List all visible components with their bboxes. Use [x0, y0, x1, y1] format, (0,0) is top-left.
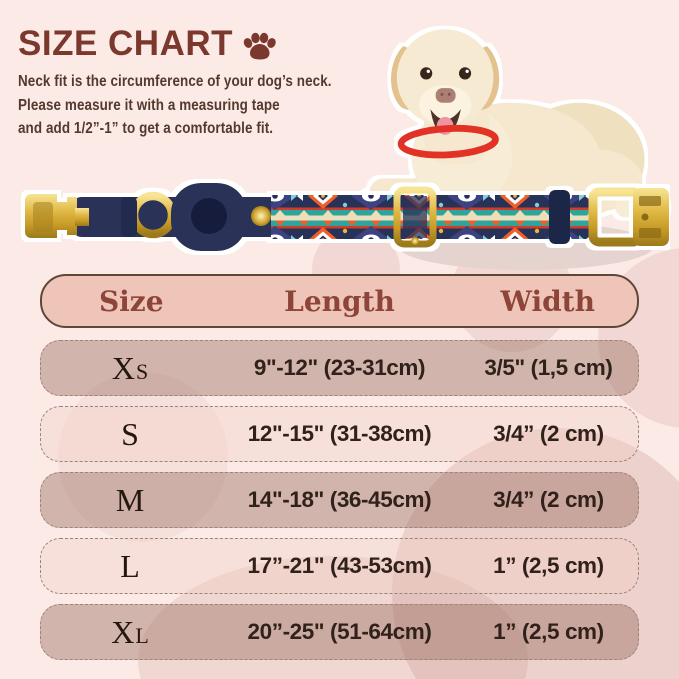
width-cell: 3/4” (2 cm) — [493, 487, 604, 512]
gold-rivet — [251, 206, 271, 226]
size-cell: XL — [111, 613, 150, 650]
table-row-s: S 12"-15" (31-38cm) 3/4” (2 cm) — [40, 406, 639, 462]
intro-line-2: Please measure it with a measuring tape — [18, 96, 280, 114]
size-cell: S — [121, 415, 140, 452]
size-cell: XS — [111, 349, 150, 386]
intro-line-3: and add 1/2”-1” to get a comfortable fit… — [18, 120, 274, 137]
paw-icon — [243, 32, 276, 60]
intro-text: Neck fit is the circumference of your do… — [18, 70, 391, 141]
column-header-width: Width — [500, 284, 595, 318]
width-cell: 3/5" (1,5 cm) — [484, 355, 613, 380]
width-cell: 3/4” (2 cm) — [493, 421, 604, 446]
gold-female-buckle — [588, 187, 669, 247]
table-row-xl: XL 20”-25" (51-64cm) 1” (2,5 cm) — [40, 604, 639, 660]
size-cell: L — [120, 547, 141, 584]
table-header-row: Size Length Width — [40, 274, 639, 328]
gold-male-buckle — [25, 194, 89, 238]
header: SIZE CHART — [18, 24, 278, 64]
page-title: SIZE CHART — [18, 24, 233, 63]
length-cell: 12"-15" (31-38cm) — [247, 421, 432, 446]
collar-illustration — [25, 183, 669, 251]
size-table: Size Length Width XS 9"-12" (23-31cm) 3/… — [40, 274, 639, 670]
column-header-length: Length — [284, 284, 395, 318]
width-cell: 1” (2,5 cm) — [493, 553, 604, 578]
gold-slider — [393, 186, 437, 248]
red-measuring-ring — [397, 124, 499, 159]
length-cell: 20”-25" (51-64cm) — [247, 619, 432, 644]
intro-line-1: Neck fit is the circumference of your do… — [18, 73, 332, 90]
column-header-size: Size — [98, 284, 164, 318]
width-cell: 1” (2,5 cm) — [493, 619, 604, 644]
table-row-xs: XS 9"-12" (23-31cm) 3/5" (1,5 cm) — [40, 340, 639, 396]
airtag-holder — [171, 183, 247, 251]
keeper-loop — [549, 190, 570, 244]
collar-photo — [8, 174, 670, 258]
length-cell: 14"-18" (36-45cm) — [247, 487, 432, 512]
watermark-toe — [58, 372, 228, 542]
table-row-l: L 17”-21" (43-53cm) 1” (2,5 cm) — [40, 538, 639, 594]
length-cell: 9"-12" (23-31cm) — [253, 355, 426, 380]
length-cell: 17”-21" (43-53cm) — [247, 553, 432, 578]
table-row-m: M 14"-18" (36-45cm) 3/4” (2 cm) — [40, 472, 639, 528]
size-cell: M — [115, 481, 146, 518]
